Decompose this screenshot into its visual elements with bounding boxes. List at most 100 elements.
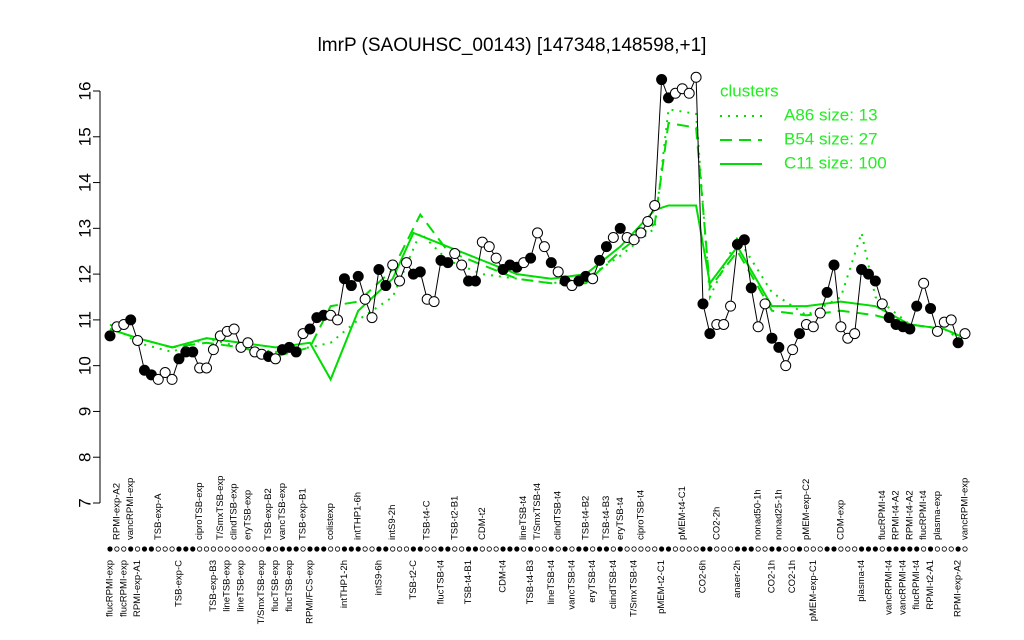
data-point — [290, 346, 302, 358]
sample-dot — [721, 546, 727, 552]
sample-dot — [252, 546, 258, 552]
sample-dot — [652, 546, 658, 552]
x-tick-label: TSB-t2-B1 — [449, 496, 460, 540]
x-tick-label: TSB-exp-B2 — [263, 488, 274, 540]
sample-dot — [590, 546, 596, 552]
x-tick-label: pMEM-t4-C1 — [677, 486, 688, 540]
x-tick-label: lineTSB-t4 — [546, 560, 557, 604]
sample-dot — [962, 546, 968, 552]
sample-dot — [459, 546, 465, 552]
chart-title: lmrP (SAOUHSC_00143) [147348,148598,+1] — [318, 35, 707, 56]
data-point — [332, 314, 344, 326]
sample-dot — [541, 546, 547, 552]
data-point — [828, 259, 840, 271]
data-point — [849, 328, 861, 340]
data-point — [869, 275, 881, 287]
x-tick-label: eryTSB-t4 — [615, 497, 626, 540]
sample-dot — [396, 546, 403, 552]
data-point — [132, 334, 144, 346]
sample-dot — [231, 546, 237, 552]
sample-dot — [521, 546, 527, 552]
sample-dot — [148, 546, 154, 552]
data-point — [918, 277, 930, 289]
data-point — [952, 337, 964, 349]
x-tick-label: vancRPMI-t4 — [897, 560, 908, 615]
data-point — [442, 257, 454, 269]
sample-dot — [203, 546, 210, 552]
legend-label: A86 size: 13 — [784, 105, 878, 124]
x-tick-label: intTHP1-6h — [353, 492, 364, 540]
data-point — [704, 328, 716, 340]
sample-dot — [479, 546, 485, 552]
data-point — [469, 275, 481, 287]
sample-dot — [362, 546, 368, 552]
data-point — [642, 215, 654, 227]
data-point — [400, 257, 412, 269]
data-point — [835, 321, 847, 333]
sample-dot — [955, 546, 961, 552]
data-point — [304, 323, 316, 335]
data-point — [959, 328, 971, 340]
data-point — [538, 241, 550, 253]
data-point — [876, 298, 888, 310]
sample-dot — [307, 546, 313, 552]
data-point — [587, 273, 599, 285]
x-tick-label: RPMI/FCS-exp — [304, 560, 315, 624]
sample-dot — [348, 546, 354, 552]
data-point — [759, 298, 771, 310]
x-tick-label: T/SmxTSB-t4 — [532, 483, 543, 540]
x-tick-label: plasma-t4 — [856, 560, 867, 602]
x-tick-label: flucTSB-exp — [270, 560, 281, 612]
data-point — [628, 234, 640, 246]
x-tick-label: eryTSB-exp — [242, 490, 253, 540]
x-tick-label: CO2-6h — [697, 560, 708, 593]
sample-dot — [355, 546, 361, 552]
data-point — [780, 360, 792, 372]
sample-dot — [162, 546, 168, 552]
legend-label: C11 size: 100 — [784, 153, 887, 172]
sample-dot — [886, 546, 892, 552]
data-point — [794, 328, 806, 340]
data-point — [428, 296, 440, 308]
data-point — [821, 286, 833, 298]
sample-dot — [500, 546, 506, 552]
sample-dot — [810, 546, 816, 552]
x-tick-label: ciproTSB-t4 — [635, 490, 646, 540]
y-tick-label: 8 — [75, 452, 94, 461]
x-tick-label: TSB-t4-B3 — [525, 560, 536, 604]
sample-dot — [465, 546, 472, 552]
data-point — [738, 234, 750, 246]
sample-dot — [169, 546, 175, 552]
sample-dot — [562, 546, 568, 552]
data-point — [787, 344, 799, 356]
data-point — [387, 259, 399, 271]
sample-dot — [334, 546, 341, 552]
sample-dot — [817, 546, 823, 552]
sample-dot — [948, 546, 954, 552]
sample-dot — [431, 546, 437, 552]
data-point — [545, 257, 557, 269]
sample-dot — [907, 546, 913, 552]
data-point — [904, 323, 916, 335]
sample-dot — [617, 546, 623, 552]
sample-dot — [390, 546, 396, 552]
y-tick-label: 14 — [75, 173, 94, 192]
x-tick-label: lineTSB-t4 — [518, 496, 529, 540]
sample-dot — [831, 546, 837, 552]
sample-dot — [410, 546, 416, 552]
sample-dot — [872, 546, 878, 552]
sample-dot — [727, 546, 734, 552]
data-point — [525, 252, 537, 264]
data-point — [125, 314, 137, 326]
sample-dot — [893, 546, 899, 552]
sample-dot — [321, 546, 327, 552]
sample-dot — [107, 546, 113, 552]
x-tick-label: RPMI-t2-A1 — [925, 560, 936, 610]
sample-dot — [293, 546, 299, 552]
sample-dot — [265, 546, 272, 552]
x-tick-label: TSB-t2-C — [408, 560, 419, 600]
sample-dot — [714, 546, 720, 552]
sample-dot — [707, 546, 713, 552]
sample-dot — [514, 546, 520, 552]
sample-dot — [734, 546, 741, 552]
